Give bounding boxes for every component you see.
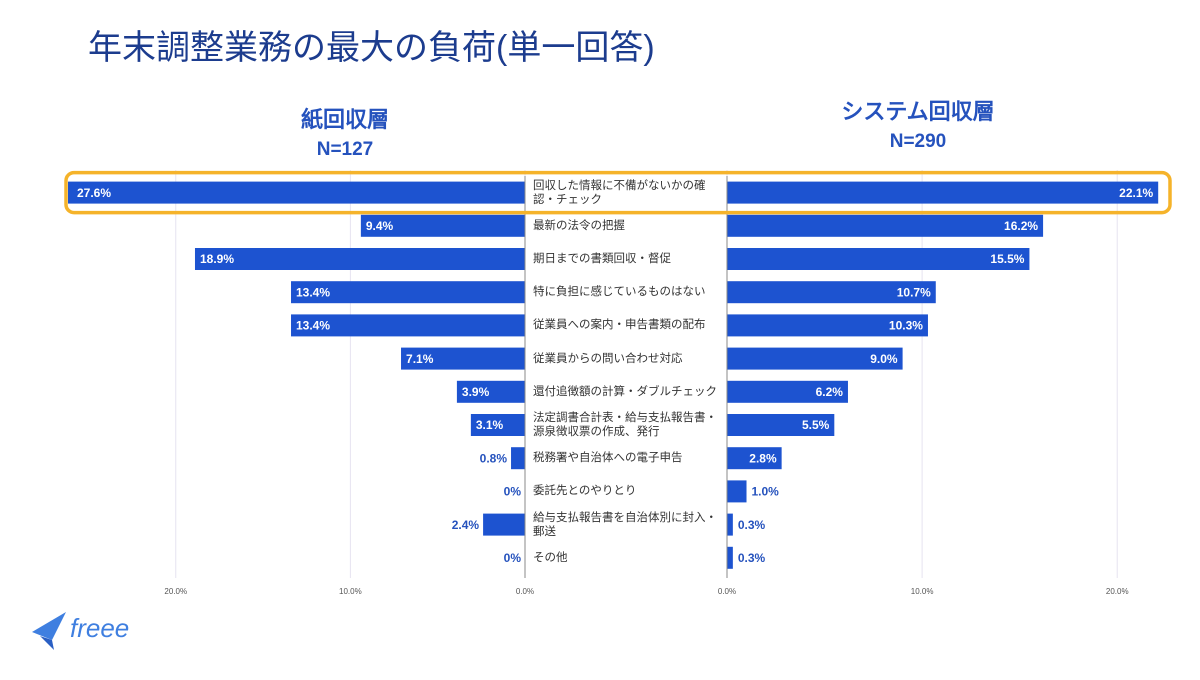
value-label: 15.5% [990,252,1024,266]
value-label: 9.4% [366,219,394,233]
category-label: 税務署や自治体への電子申告 [533,452,683,465]
bar [511,447,525,470]
bar [291,314,525,337]
value-label: 0% [504,485,522,499]
bar [727,546,733,569]
value-label: 0.3% [738,518,766,532]
bar [727,447,782,470]
value-label: 2.8% [749,451,777,465]
x-tick-label: 10.0% [339,587,362,596]
value-label: 18.9% [200,252,234,266]
value-label: 2.4% [452,518,480,532]
value-label: 3.9% [462,385,490,399]
x-tick-label: 20.0% [1106,587,1129,596]
bar [68,181,526,204]
logo-text: freee [70,613,129,643]
bar [360,214,525,237]
value-label: 27.6% [77,186,111,200]
bar [727,414,835,436]
bars [68,181,526,536]
bar [483,513,525,536]
bar [291,281,525,304]
value-label: 0.3% [738,551,766,565]
value-label: 0% [504,551,522,565]
logo: freee [32,612,129,650]
value-label: 1.0% [752,485,780,499]
value-label: 13.4% [296,285,330,299]
value-label: 7.1% [406,352,434,366]
category-label: 期日までの書類回収・督促 [533,253,671,265]
panel-subtitle: N=290 [890,131,947,152]
x-tick-label: 20.0% [164,587,187,596]
bars [727,181,1159,569]
value-label: 10.7% [897,285,931,299]
category-label: 法定調書合計表・給与支払報告書・源泉徴収票の作成、発行 [533,412,717,438]
panel-title: システム回収層 [841,99,994,124]
bar [727,314,928,337]
bar [727,380,848,403]
logo-bird [32,612,66,640]
category-label: 最新の法令の把握 [533,219,625,232]
highlight-box [64,170,1172,215]
category-label: 従業員からの問い合わせ対応 [533,352,683,365]
bar [727,513,733,536]
value-label: 9.0% [870,352,898,366]
chart-title: 年末調整業務の最大の負荷(単一回答) [88,29,655,67]
bar [727,181,1159,204]
category-label: 従業員への案内・申告書類の配布 [533,319,706,332]
category-label: その他 [533,551,568,564]
value-label: 13.4% [296,319,330,333]
bar [727,347,903,370]
bar [470,414,525,436]
value-label: 16.2% [1004,219,1038,233]
category-label: 特に負担に感じているものはない [533,286,706,299]
category-label: 回収した情報に不備がないかの確認・チェック [533,179,706,206]
panel-subtitle: N=127 [317,139,374,160]
category-label: 給与支払報告書を自治体別に封入・郵送 [533,511,717,538]
panel-title: 紙回収層 [301,107,389,132]
bar [727,281,936,304]
bar [727,480,747,503]
x-tick-label: 10.0% [911,587,934,596]
category-label: 委託先とのやりとり [533,485,637,498]
value-label: 10.3% [889,319,923,333]
x-tick-label: 0.0% [718,587,736,596]
bar [401,347,525,370]
value-label: 22.1% [1119,186,1153,200]
bar [194,248,525,270]
logo-bird [40,636,54,650]
value-label: 3.1% [476,418,504,432]
category-label: 還付追徴額の計算・ダブルチェック [533,385,717,398]
bar [456,380,525,403]
value-label: 0.8% [480,451,508,465]
value-label: 5.5% [802,418,830,432]
x-tick-label: 0.0% [516,587,534,596]
value-label: 6.2% [816,385,844,399]
bar [727,214,1044,237]
bar [727,248,1030,270]
